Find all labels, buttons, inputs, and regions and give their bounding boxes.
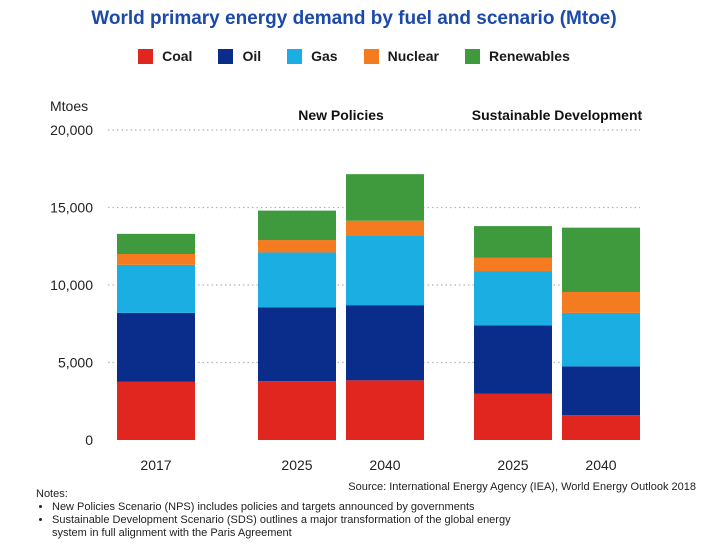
legend-item-coal: Coal <box>138 48 192 64</box>
y-tick-label: 0 <box>85 432 93 448</box>
bar-oil-2040-4 <box>562 366 640 416</box>
bar-coal-2025-1 <box>258 381 336 440</box>
y-tick-label: 10,000 <box>50 277 93 293</box>
legend-label-renewables: Renewables <box>488 48 570 64</box>
bar-nuclear-2025-1 <box>258 240 336 253</box>
legend-label-nuclear: Nuclear <box>387 48 439 64</box>
bar-renewables-2040-2 <box>346 174 424 221</box>
notes-heading: Notes: <box>36 488 68 500</box>
bar-gas-2025-1 <box>258 252 336 308</box>
legend-item-gas: Gas <box>287 48 338 64</box>
x-tick-label: 2017 <box>140 457 171 473</box>
notes: Notes: New Policies Scenario (NPS) inclu… <box>36 488 522 540</box>
bar-renewables-2025-1 <box>258 210 336 241</box>
bar-nuclear-2017-0 <box>117 254 195 265</box>
source-note: Source: International Energy Agency (IEA… <box>348 481 696 493</box>
bar-coal-2017-0 <box>117 381 195 440</box>
bar-oil-2040-2 <box>346 305 424 381</box>
legend-swatch-coal <box>138 48 154 64</box>
legend-swatch-nuclear <box>363 48 379 64</box>
bar-renewables-2040-4 <box>562 227 640 292</box>
bar-renewables-2025-3 <box>474 226 552 258</box>
x-tick-label: 2025 <box>497 457 528 473</box>
note-item-nps: New Policies Scenario (NPS) includes pol… <box>52 501 522 514</box>
legend-label-coal: Coal <box>162 48 193 64</box>
bar-gas-2017-0 <box>117 264 195 313</box>
legend-swatch-gas <box>287 48 303 64</box>
legend: Coal Oil Gas Nuclear Renewables <box>0 48 708 64</box>
x-tick-label: 2040 <box>369 457 400 473</box>
bar-coal-2040-4 <box>562 415 640 440</box>
bar-coal-2040-2 <box>346 380 424 440</box>
bar-gas-2040-4 <box>562 312 640 367</box>
x-tick-label: 2025 <box>281 457 312 473</box>
y-tick-label: 15,000 <box>50 200 93 216</box>
bar-nuclear-2040-2 <box>346 220 424 236</box>
legend-swatch-renewables <box>464 48 480 64</box>
chart-plot: Mtoes 0 5,000 10,000 15,000 20,000 2017 2025 204… <box>50 98 643 473</box>
legend-label-gas: Gas <box>311 48 338 64</box>
legend-item-oil: Oil <box>218 48 261 64</box>
y-tick-label: 5,000 <box>58 355 93 371</box>
bar-oil-2025-1 <box>258 307 336 382</box>
bar-gas-2040-2 <box>346 235 424 306</box>
bar-gas-2025-3 <box>474 271 552 326</box>
legend-item-nuclear: Nuclear <box>363 48 439 64</box>
note-item-sds: Sustainable Development Scenario (SDS) o… <box>52 514 522 540</box>
notes-list: New Policies Scenario (NPS) includes pol… <box>36 501 522 540</box>
group-label: Sustainable Development <box>472 107 643 123</box>
bar-nuclear-2040-4 <box>562 291 640 313</box>
y-axis-title: Mtoes <box>50 98 88 114</box>
x-tick-label: 2040 <box>585 457 616 473</box>
bar-oil-2025-3 <box>474 325 552 394</box>
legend-swatch-oil <box>218 48 234 64</box>
legend-item-renewables: Renewables <box>464 48 570 64</box>
legend-label-oil: Oil <box>242 48 262 64</box>
chart-title: World primary energy demand by fuel and … <box>91 8 617 29</box>
group-label: New Policies <box>298 107 384 123</box>
bar-renewables-2017-0 <box>117 233 195 254</box>
y-tick-label: 20,000 <box>50 122 93 138</box>
bar-oil-2017-0 <box>117 312 195 382</box>
bar-coal-2025-3 <box>474 393 552 440</box>
bar-nuclear-2025-3 <box>474 257 552 272</box>
